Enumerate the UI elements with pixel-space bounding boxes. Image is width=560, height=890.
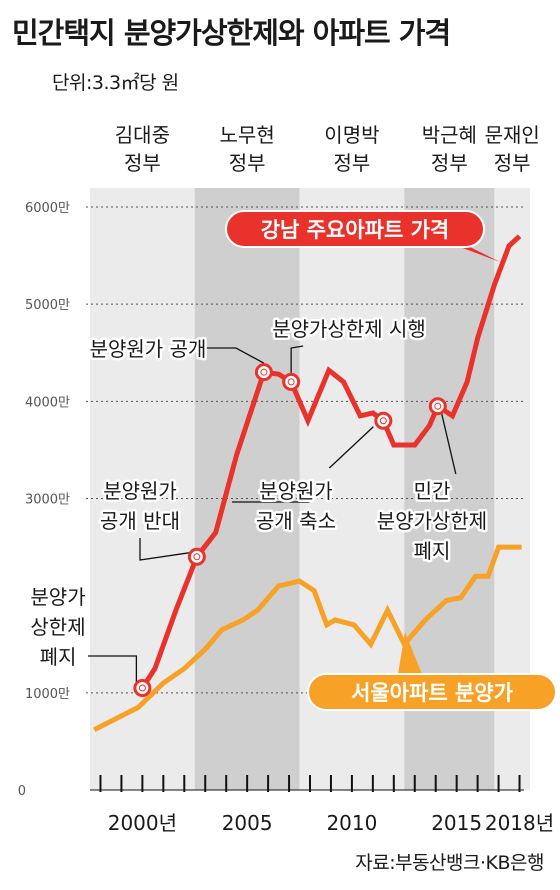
government-label: 정부	[431, 151, 468, 175]
annotation-label: 상한제	[30, 615, 85, 639]
x-tick-label: 2000년	[108, 811, 177, 835]
annotation-label: 공개 축소	[256, 509, 336, 533]
annotation-leader	[232, 426, 374, 503]
annotation-leader	[139, 538, 189, 561]
x-tick-label: 2010	[326, 811, 377, 835]
event-marker-center	[379, 417, 387, 425]
annotation-leader	[290, 345, 304, 373]
government-label: 박근혜	[422, 123, 477, 147]
series-label-pill	[225, 210, 485, 248]
government-label: 이명박	[324, 123, 379, 147]
x-tick-label: 2015	[431, 811, 482, 835]
government-label: 정부	[494, 151, 531, 175]
annotation-label: 폐지	[414, 539, 451, 563]
y-axis-labels: 0 1000만 3000만 4000만 5000만 6000만	[18, 201, 70, 799]
annotation-label: 공개 반대	[100, 509, 180, 533]
annotation-label: 민간	[414, 479, 451, 503]
event-marker-center	[260, 368, 268, 376]
event-marker-center	[287, 378, 295, 386]
annotation-label: 분양가상한제	[377, 509, 487, 533]
government-label: 노무현	[220, 123, 275, 147]
event-marker-center	[434, 402, 442, 410]
annotation-label: 분양원가	[103, 479, 177, 503]
y-tick-label: 4000만	[25, 395, 70, 410]
government-label: 정부	[124, 151, 161, 175]
chart-title: 민간택지 분양가상한제와 아파트 가격	[12, 16, 451, 50]
government-label: 김대중	[115, 123, 170, 147]
government-label: 정부	[333, 151, 370, 175]
annotation-leader	[441, 414, 457, 475]
series-label: 서울아파트 분양가	[351, 681, 514, 705]
series-label-pointer	[398, 632, 422, 674]
y-tick-label: 0	[18, 784, 26, 799]
gangnam-price-line	[140, 234, 522, 690]
government-band	[194, 188, 300, 790]
event-marker-center	[138, 684, 146, 692]
y-tick-label: 1000만	[25, 687, 70, 702]
y-tick-label: 3000만	[25, 493, 70, 508]
annotation-label: 분양가	[30, 585, 85, 609]
annotation-leader	[204, 347, 265, 364]
government-label: 정부	[229, 151, 266, 175]
annotation-label: 분양원가	[259, 479, 333, 503]
event-marker-center	[193, 553, 201, 561]
series-label: 강남 주요아파트 가격	[261, 218, 450, 242]
annotation-label: 분양원가 공개	[90, 337, 207, 361]
annotation-label: 폐지	[40, 645, 77, 669]
series-lines	[93, 234, 522, 732]
y-tick-label: 6000만	[25, 201, 70, 216]
series-label-pill	[307, 673, 557, 711]
y-tick-label: 5000만	[25, 298, 70, 313]
annotation-leader	[88, 655, 138, 682]
x-axis: 2000년 2005 2010 2015 2018년	[90, 775, 554, 835]
annotation-label: 분양가상한제 시행	[272, 317, 426, 341]
government-label: 문재인	[485, 123, 540, 147]
series-label-pointer	[460, 247, 500, 262]
seoul-presale-line	[93, 544, 522, 732]
x-tick-label: 2018년	[485, 811, 554, 835]
event-markers	[133, 363, 447, 697]
source-note: 자료:부동산뱅크·KB은행	[355, 852, 544, 874]
unit-label: 단위:3.3㎡당 원	[52, 72, 179, 94]
x-tick-label: 2005	[222, 811, 273, 835]
annotation-callouts	[88, 345, 457, 682]
